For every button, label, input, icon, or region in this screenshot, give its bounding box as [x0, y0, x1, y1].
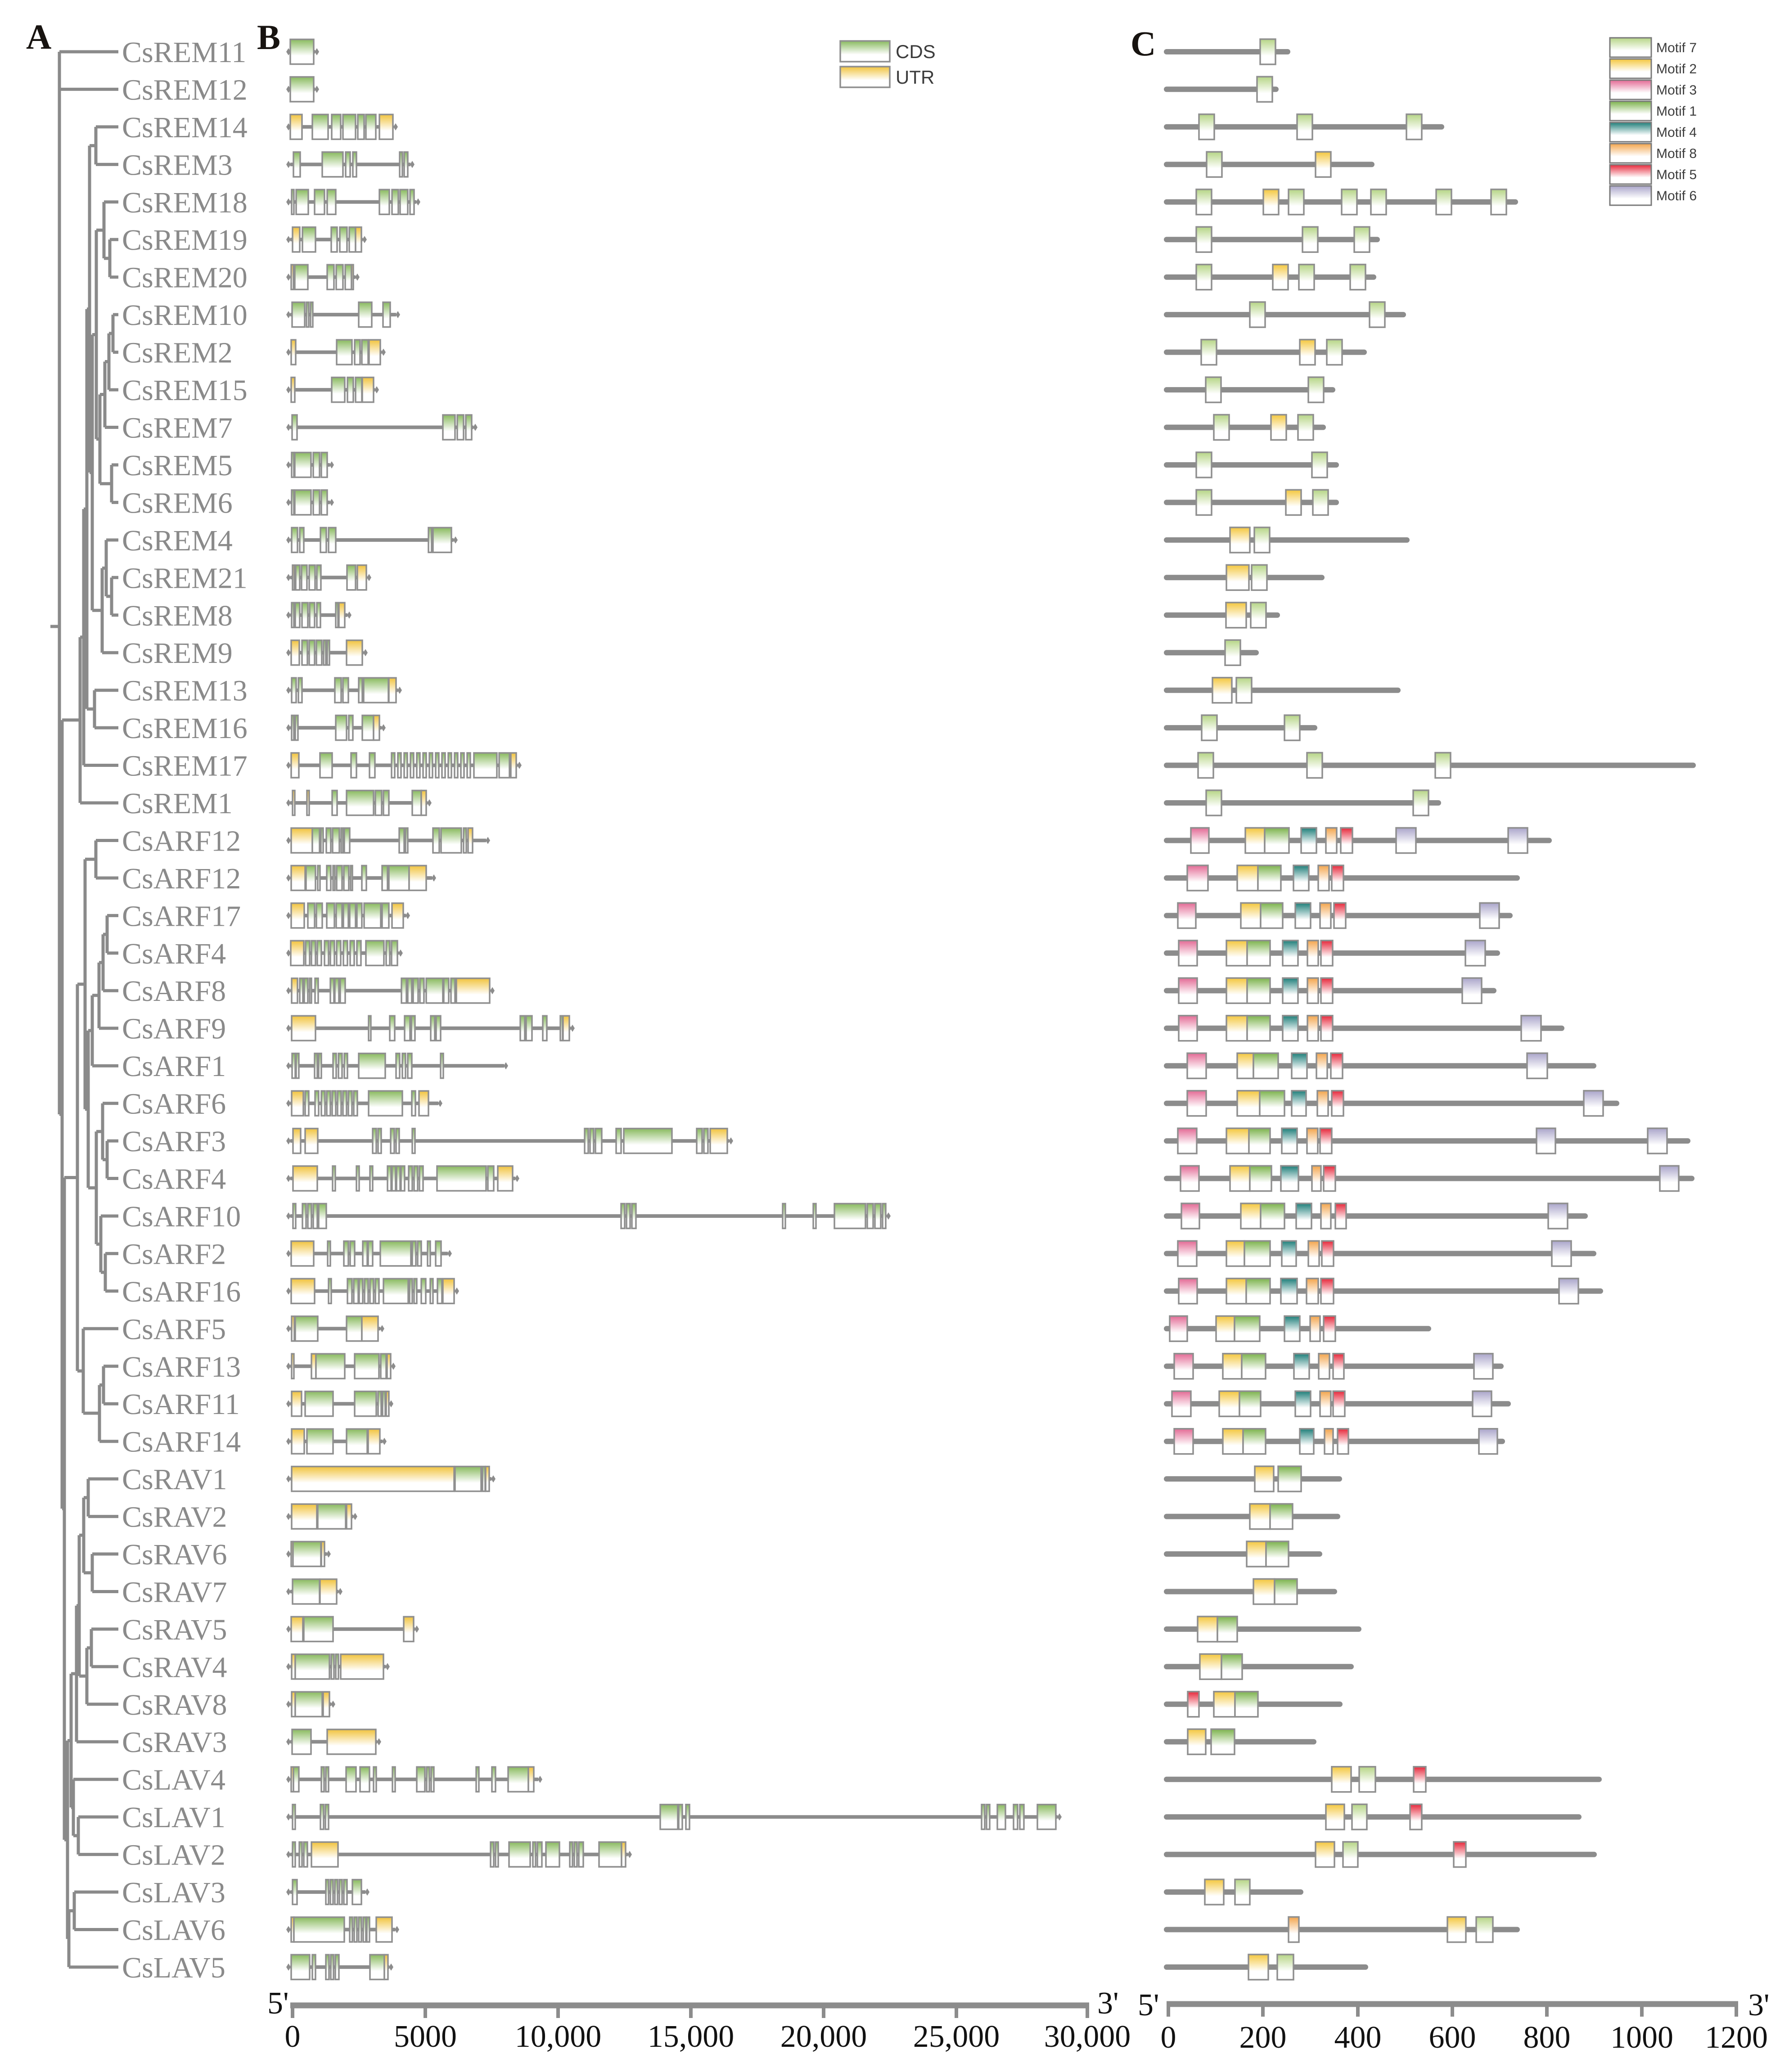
svg-text:CsLAV1: CsLAV1 [122, 1801, 225, 1834]
svg-text:CsREM11: CsREM11 [122, 36, 246, 69]
svg-text:10,000: 10,000 [515, 2019, 602, 2054]
svg-text:Motif 1: Motif 1 [1656, 104, 1697, 119]
svg-text:UTR: UTR [896, 67, 934, 88]
svg-text:Motif 7: Motif 7 [1656, 41, 1697, 55]
svg-text:600: 600 [1429, 2020, 1476, 2055]
svg-text:CsLAV6: CsLAV6 [122, 1914, 225, 1947]
svg-text:400: 400 [1334, 2020, 1382, 2055]
svg-text:1200: 1200 [1705, 2020, 1768, 2055]
svg-text:3': 3' [1097, 1986, 1119, 2021]
svg-text:CsARF4: CsARF4 [122, 937, 226, 970]
svg-text:CsREM5: CsREM5 [122, 449, 233, 482]
svg-text:CsARF2: CsARF2 [122, 1238, 226, 1270]
svg-text:Motif 3: Motif 3 [1656, 83, 1697, 98]
svg-text:CsRAV8: CsRAV8 [122, 1689, 227, 1721]
svg-text:CsRAV3: CsRAV3 [122, 1726, 227, 1759]
svg-text:Motif 8: Motif 8 [1656, 146, 1697, 161]
svg-text:CsRAV5: CsRAV5 [122, 1613, 227, 1646]
svg-text:CsREM10: CsREM10 [122, 299, 248, 332]
svg-text:CsREM21: CsREM21 [122, 562, 248, 595]
svg-text:CsARF16: CsARF16 [122, 1275, 241, 1308]
svg-text:CsARF10: CsARF10 [122, 1200, 241, 1233]
svg-text:15,000: 15,000 [648, 2019, 735, 2054]
svg-text:CsREM12: CsREM12 [122, 73, 248, 106]
svg-text:800: 800 [1523, 2020, 1571, 2055]
svg-text:CsREM17: CsREM17 [122, 750, 248, 783]
svg-text:CsLAV4: CsLAV4 [122, 1764, 225, 1797]
svg-text:CDS: CDS [896, 41, 936, 62]
svg-text:A: A [26, 17, 51, 56]
svg-text:CsARF17: CsARF17 [122, 900, 241, 932]
svg-text:Motif 5: Motif 5 [1656, 167, 1697, 182]
svg-text:CsARF9: CsARF9 [122, 1013, 226, 1045]
svg-text:CsARF3: CsARF3 [122, 1125, 226, 1158]
svg-text:CsRAV6: CsRAV6 [122, 1538, 227, 1571]
svg-text:CsRAV2: CsRAV2 [122, 1501, 227, 1534]
svg-text:1000: 1000 [1610, 2020, 1673, 2055]
svg-text:20,000: 20,000 [780, 2019, 867, 2054]
svg-text:CsARF11: CsARF11 [122, 1388, 240, 1421]
svg-text:CsLAV2: CsLAV2 [122, 1839, 225, 1872]
svg-text:B: B [257, 18, 280, 57]
svg-text:Motif 4: Motif 4 [1656, 125, 1697, 140]
svg-text:CsLAV5: CsLAV5 [122, 1951, 225, 1984]
svg-text:0: 0 [285, 2019, 301, 2054]
svg-text:CsARF12: CsARF12 [122, 825, 241, 858]
svg-text:CsARF4: CsARF4 [122, 1163, 226, 1196]
svg-text:CsREM4: CsREM4 [122, 524, 233, 557]
svg-text:CsARF12: CsARF12 [122, 862, 241, 895]
svg-text:200: 200 [1239, 2020, 1287, 2055]
svg-text:CsREM20: CsREM20 [122, 261, 248, 294]
svg-text:5': 5' [1138, 1988, 1159, 2022]
svg-text:25,000: 25,000 [913, 2019, 1000, 2054]
svg-text:CsARF1: CsARF1 [122, 1050, 226, 1083]
svg-text:CsREM3: CsREM3 [122, 149, 233, 181]
svg-text:30,000: 30,000 [1044, 2019, 1131, 2054]
svg-text:CsREM6: CsREM6 [122, 486, 233, 519]
svg-text:CsREM2: CsREM2 [122, 337, 233, 369]
svg-text:CsREM7: CsREM7 [122, 412, 233, 445]
svg-text:CsRAV4: CsRAV4 [122, 1651, 227, 1684]
svg-text:0: 0 [1161, 2020, 1176, 2055]
svg-text:CsLAV3: CsLAV3 [122, 1876, 225, 1909]
svg-text:CsARF6: CsARF6 [122, 1088, 226, 1121]
svg-text:CsREM1: CsREM1 [122, 787, 233, 820]
svg-text:CsREM18: CsREM18 [122, 186, 248, 219]
svg-text:CsRAV7: CsRAV7 [122, 1576, 227, 1609]
svg-text:Motif 6: Motif 6 [1656, 189, 1697, 203]
svg-text:CsRAV1: CsRAV1 [122, 1463, 227, 1496]
svg-text:CsREM13: CsREM13 [122, 675, 248, 707]
svg-text:CsREM14: CsREM14 [122, 111, 248, 144]
svg-text:CsREM19: CsREM19 [122, 224, 248, 257]
svg-text:CsARF8: CsARF8 [122, 975, 226, 1008]
svg-text:CsREM9: CsREM9 [122, 637, 233, 670]
svg-text:3': 3' [1748, 1988, 1770, 2022]
svg-text:C: C [1131, 24, 1156, 63]
svg-text:5': 5' [267, 1986, 289, 2021]
svg-text:CsREM16: CsREM16 [122, 712, 248, 745]
svg-text:Motif 2: Motif 2 [1656, 62, 1697, 77]
svg-text:CsARF5: CsARF5 [122, 1313, 226, 1346]
svg-text:CsREM15: CsREM15 [122, 374, 248, 407]
svg-text:CsARF13: CsARF13 [122, 1351, 241, 1383]
svg-text:CsARF14: CsARF14 [122, 1426, 241, 1459]
svg-text:CsREM8: CsREM8 [122, 599, 233, 632]
svg-text:5000: 5000 [394, 2019, 457, 2054]
